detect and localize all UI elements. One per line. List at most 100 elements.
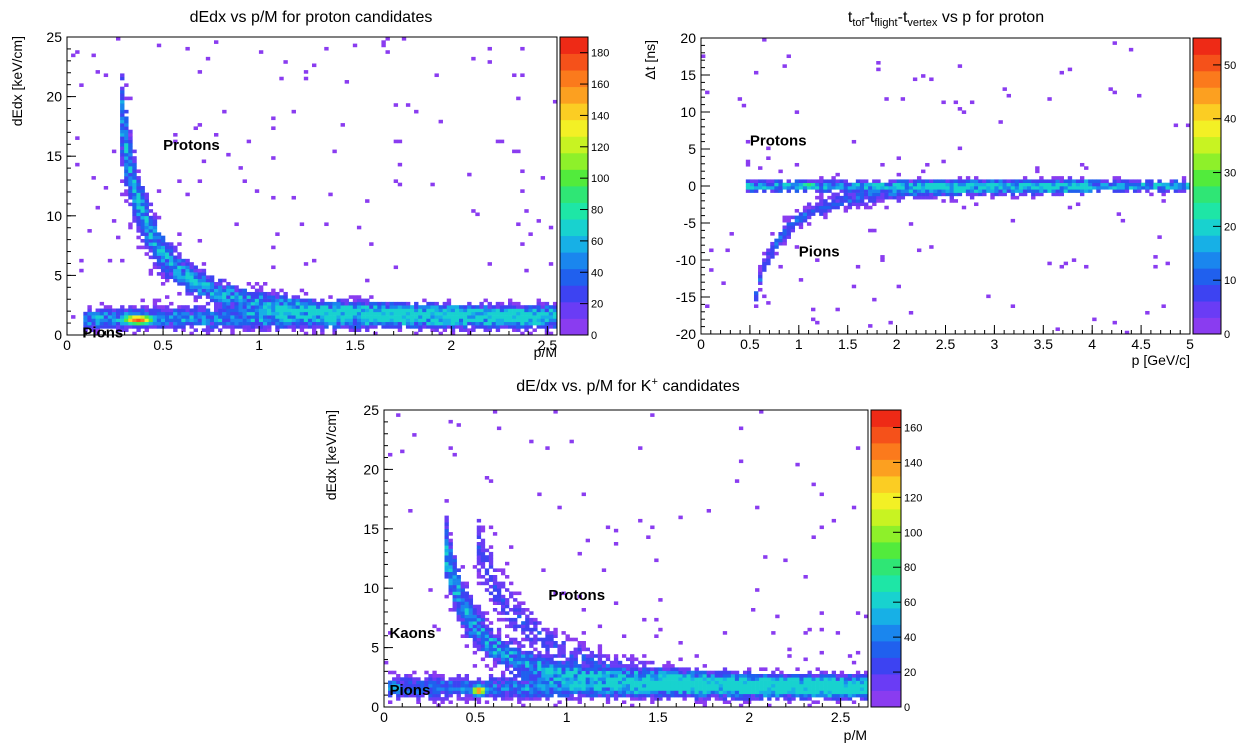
heatmap-bin [783,693,788,698]
heatmap-bin [1124,189,1130,193]
heatmap-bin [646,660,651,665]
heatmap-bin [774,186,779,190]
heatmap-bin [545,650,550,655]
heatmap-bin [1035,169,1040,174]
heatmap-bin [222,298,227,303]
heatmap-bin [201,275,207,280]
heatmap-bin [533,657,538,662]
heatmap-bin [124,199,129,203]
heatmap-bin [573,670,578,675]
heatmap-bin [408,687,413,691]
heatmap-bin [758,264,763,269]
heatmap-bin [529,693,534,698]
heatmap-bin [545,627,550,632]
heatmap-bin [843,683,849,688]
heatmap-bin [794,186,800,190]
heatmap-bin [480,641,486,645]
heatmap-bin [254,301,260,306]
heatmap-bin [405,311,411,316]
heatmap-bin [569,650,574,655]
heatmap-bin [549,634,554,638]
heatmap-bin [569,657,574,662]
heatmap-bin [815,700,820,704]
heatmap-bin [340,325,345,329]
heatmap-bin [541,674,546,678]
heatmap-bin [791,693,796,698]
heatmap-bin [440,697,445,701]
heatmap-bin [537,631,542,635]
heatmap-bin [532,311,537,316]
heatmap-bin [762,258,767,262]
heatmap-bin [734,697,740,701]
heatmap-bin [759,667,764,671]
heatmap-bin [356,311,362,316]
heatmap-bin [480,637,486,642]
heatmap-bin [742,683,748,688]
heatmap-bin [120,152,125,157]
heatmap-bin [617,690,623,695]
heatmap-bin [177,275,182,280]
heatmap-bin [140,245,145,250]
heatmap-bin [452,591,457,596]
heatmap-bin [541,690,546,695]
heatmap-bin [352,318,358,323]
heatmap-bin [476,627,482,632]
heatmap-bin [545,654,550,658]
heatmap-bin [442,315,448,319]
heatmap-bin [344,80,350,84]
heatmap-bin [471,308,476,313]
heatmap-bin [414,325,419,329]
heatmap-bin [702,680,707,685]
heatmap-bin [448,687,453,691]
heatmap-bin [597,660,603,665]
heatmap-bin [545,674,550,678]
heatmap-bin [585,680,590,685]
colorbar-segment [871,476,901,493]
heatmap-bin [181,258,186,263]
heatmap-bin [799,697,804,701]
heatmap-bin [782,225,787,230]
heatmap-bin [581,674,586,678]
heatmap-bin [1096,189,1101,193]
heatmap-bin [714,670,720,675]
heatmap-bin [847,680,853,685]
heatmap-bin [267,298,272,303]
heatmap-bin [609,667,615,671]
heatmap-bin [148,255,154,260]
heatmap-bin [440,690,445,695]
heatmap-bin [937,179,942,184]
heatmap-bin [320,318,325,323]
heatmap-bin [900,189,906,193]
heatmap-bin [605,654,611,658]
heatmap-bin [843,179,849,184]
heatmap-bin [827,209,832,213]
heatmap-bin [500,641,506,645]
heatmap-bin [718,693,724,698]
heatmap-bin [553,664,558,668]
heatmap-bin [755,674,760,678]
heatmap-bin [169,325,174,329]
heatmap-bin [201,291,207,296]
heatmap-bin [144,321,149,326]
heatmap-bin [839,677,845,681]
heatmap-bin [706,509,711,513]
heatmap-bin [880,182,885,187]
heatmap-bin [517,611,522,615]
heatmap-bin [400,680,405,685]
heatmap-bin [222,318,227,323]
heatmap-bin [799,680,804,685]
heatmap-bin [613,697,619,701]
heatmap-bin [471,315,476,319]
heatmap-bin [1165,186,1170,190]
heatmap-bin [516,301,521,306]
heatmap-bin [819,202,824,207]
heatmap-bin [446,321,452,326]
heatmap-bin [396,674,401,678]
heatmap-bin [476,617,482,622]
heatmap-bin [436,693,441,698]
heatmap-bin [827,674,832,678]
heatmap-bin [1173,189,1179,193]
heatmap-bin [496,660,502,665]
heatmap-bin [472,627,478,632]
heatmap-bin [609,690,615,695]
